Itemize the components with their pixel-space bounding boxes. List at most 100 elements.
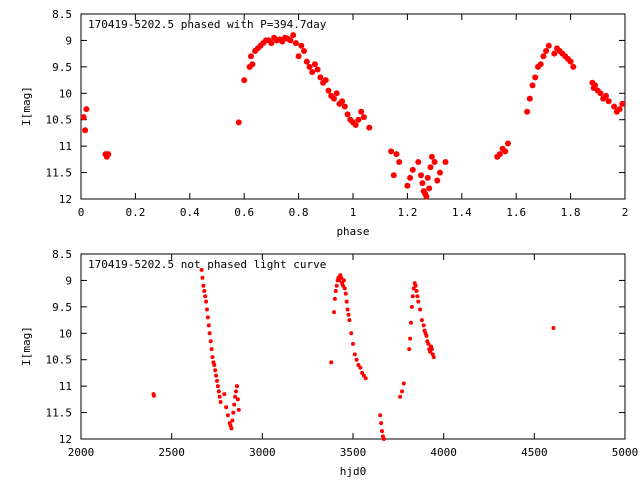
y-tick-label: 11.5: [46, 167, 73, 180]
data-point: [413, 283, 418, 288]
data-point: [209, 347, 214, 352]
y-tick-label: 8.5: [52, 248, 72, 261]
data-point: [234, 389, 238, 394]
y-tick-label: 10.5: [46, 354, 73, 367]
data-point: [352, 122, 359, 128]
data-point: [83, 106, 90, 113]
x-tick-label: 2500: [158, 446, 185, 459]
data-point: [215, 384, 220, 389]
data-point: [208, 339, 213, 344]
data-point: [543, 48, 550, 54]
data-point: [355, 116, 362, 123]
data-point: [426, 185, 433, 192]
data-point: [567, 58, 574, 65]
data-point: [537, 61, 544, 68]
data-point: [205, 315, 210, 320]
data-point: [233, 394, 238, 399]
unphased-panel: 8.5 9 9.5 10 10.5 11 11.5 12 2000 2500 3000 3500 40…: [20, 248, 638, 478]
data-point: [202, 289, 207, 293]
y-tick-label: 9.5: [52, 301, 72, 314]
data-point: [229, 426, 234, 431]
data-point: [334, 283, 339, 288]
data-point: [358, 108, 365, 115]
data-point: [346, 312, 351, 317]
x-tick-label: 2: [622, 206, 629, 219]
x-tick-label: 3500: [340, 446, 367, 459]
data-point: [347, 318, 352, 323]
data-point: [396, 159, 403, 165]
data-point: [105, 151, 112, 158]
data-point: [325, 87, 332, 94]
data-point: [532, 74, 539, 81]
data-point: [204, 299, 209, 304]
data-point: [363, 376, 368, 381]
data-point: [345, 307, 350, 312]
data-point: [351, 341, 355, 346]
data-point: [434, 177, 441, 184]
data-point: [212, 363, 217, 367]
phased-x-axis-label: phase: [336, 225, 369, 238]
data-point: [322, 77, 329, 84]
data-point: [332, 310, 336, 315]
data-point: [505, 140, 511, 147]
data-point: [352, 352, 357, 357]
data-point: [332, 296, 337, 301]
data-point: [424, 174, 431, 181]
x-tick-label: 0.8: [289, 206, 309, 219]
phased-plot-title: 170419-5202.5 phased with P=394.7day: [88, 18, 327, 31]
y-tick-label: 8.5: [52, 8, 72, 21]
data-point: [592, 82, 599, 89]
data-point: [409, 304, 414, 309]
x-tick-label: 4500: [521, 446, 548, 459]
data-point: [379, 421, 384, 426]
data-point: [339, 275, 344, 280]
x-tick-label: 1.2: [397, 206, 417, 219]
unphased-points: [151, 267, 556, 441]
data-point: [442, 159, 449, 165]
data-point: [409, 166, 416, 173]
data-point: [248, 53, 254, 60]
data-point: [268, 40, 275, 47]
data-point: [80, 114, 87, 121]
data-point: [603, 92, 609, 99]
y-tick-label: 11: [59, 140, 72, 153]
data-point: [418, 172, 424, 179]
data-point: [611, 103, 618, 110]
data-point: [426, 341, 431, 346]
data-point: [203, 294, 208, 299]
data-point: [218, 400, 223, 404]
data-point: [200, 275, 205, 280]
data-point: [215, 378, 219, 383]
data-point: [234, 384, 239, 389]
x-tick-label: 0.2: [125, 206, 145, 219]
phased-y-axis-label: I[mag]: [20, 86, 33, 126]
data-point: [526, 95, 533, 102]
data-point: [409, 320, 413, 325]
data-point: [207, 331, 212, 336]
data-point: [419, 318, 424, 323]
data-point: [231, 410, 236, 415]
data-point: [605, 98, 612, 105]
data-point: [205, 307, 209, 312]
data-point: [496, 151, 503, 158]
x-tick-label: 5000: [612, 446, 639, 459]
data-point: [428, 153, 435, 160]
data-point: [314, 66, 321, 73]
data-point: [210, 355, 215, 360]
data-point: [341, 103, 348, 110]
data-point: [410, 294, 415, 299]
data-point: [341, 278, 346, 283]
data-point: [415, 159, 422, 165]
data-point: [366, 124, 373, 131]
data-point: [306, 63, 313, 70]
data-point: [309, 69, 316, 76]
data-point: [343, 291, 348, 296]
data-point: [224, 405, 229, 410]
data-point: [419, 180, 426, 187]
data-point: [398, 394, 403, 399]
data-point: [393, 151, 400, 158]
data-point: [235, 397, 240, 402]
unphased-y-axis-label: I[mag]: [20, 326, 33, 366]
y-tick-label: 10.5: [46, 114, 73, 127]
data-point: [349, 331, 354, 336]
